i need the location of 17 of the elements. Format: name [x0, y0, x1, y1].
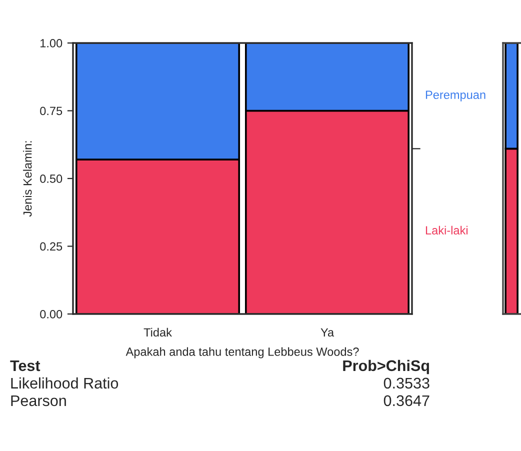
series-label: Perempuan	[426, 90, 486, 102]
text: 0.3647	[384, 395, 430, 406]
y-tick-label: 0.50	[40, 174, 62, 183]
text: Prob>ChiSq	[343, 360, 429, 374]
y-tick-label: 1.00	[40, 39, 62, 48]
y-axis-title: Jenis Kelamin:	[23, 141, 32, 217]
x-tick-label: Ya	[320, 328, 334, 337]
text: Test	[10, 360, 40, 372]
y-tick-label: 0.75	[40, 106, 62, 116]
text: 0.3533	[384, 378, 430, 389]
y-tick-label: 0.25	[40, 242, 62, 251]
x-tick-label: Tidak	[144, 328, 172, 337]
text: Laki-laki	[426, 226, 468, 235]
y-tick-label: 0.00	[40, 310, 62, 318]
text: Likelihood Ratio	[11, 377, 118, 389]
text: Pearson	[11, 395, 66, 406]
x-axis-title: Apakah anda tahu tentang Lebbeus Woods?	[126, 347, 359, 358]
